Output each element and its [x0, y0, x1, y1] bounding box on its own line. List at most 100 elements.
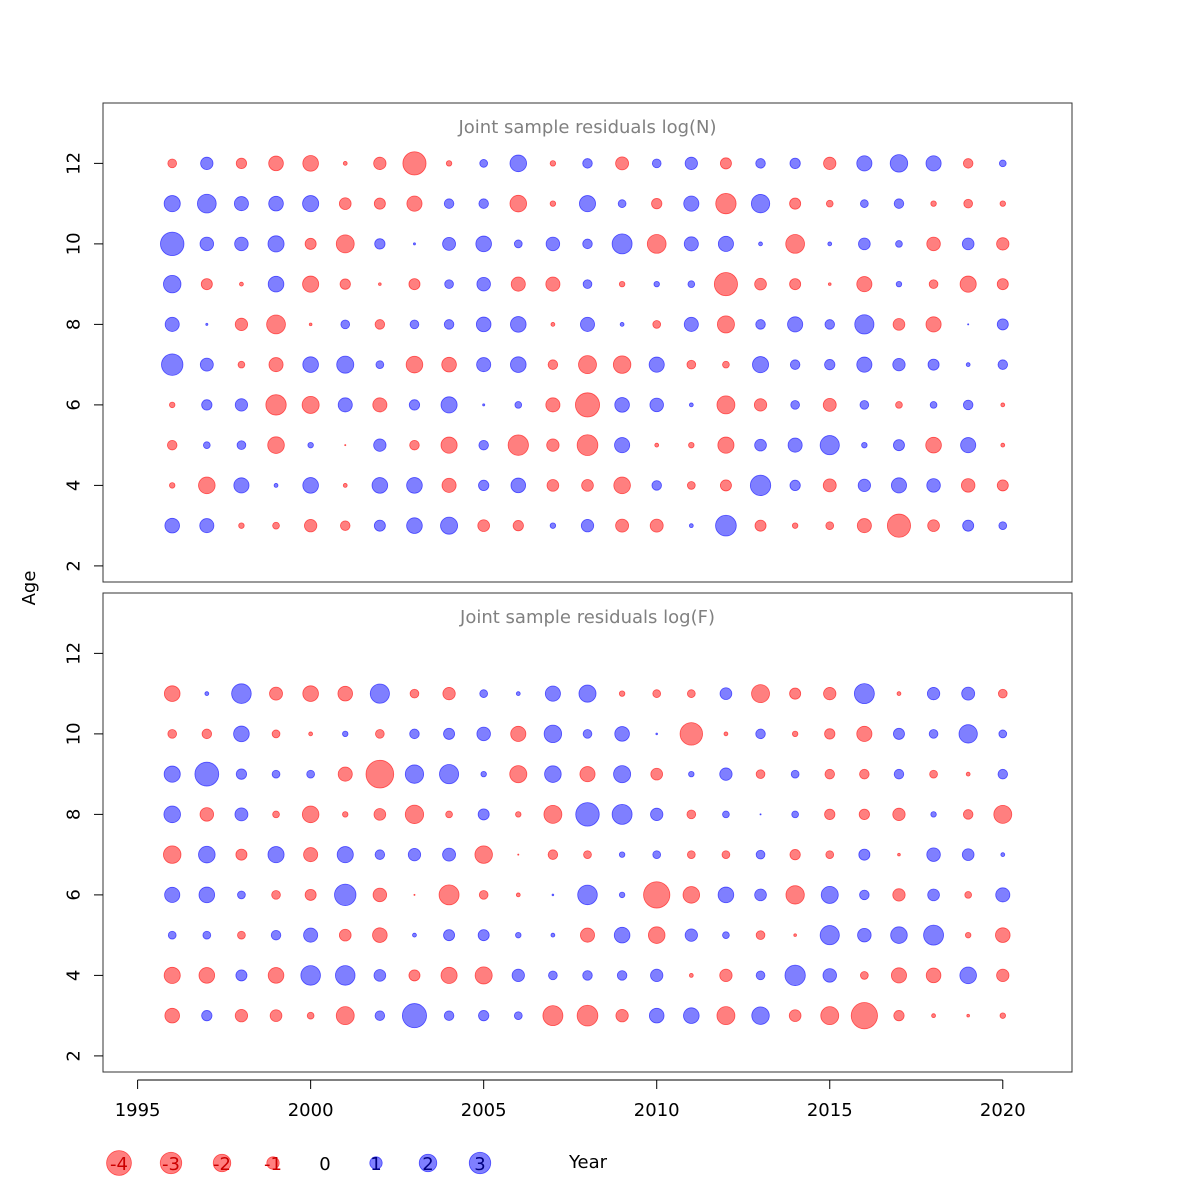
bubble-age5-year2005 — [477, 929, 490, 942]
bubble-age8-year2001 — [342, 811, 349, 818]
bubble-age7-year1998 — [235, 848, 248, 861]
bubble-age8-year2004 — [443, 319, 455, 330]
bubble-age10-year2007 — [545, 236, 561, 252]
bubble-age8-year2000 — [308, 322, 313, 327]
bubble-age5-year2015 — [819, 435, 840, 456]
bubble-age5-year2008 — [580, 927, 595, 943]
bubble-age8-year1999 — [272, 810, 280, 819]
bubble-age8-year2012 — [716, 315, 735, 334]
bubble-age9-year2016 — [856, 276, 873, 293]
bubble-age8-year2002 — [373, 808, 387, 821]
bubble-age5-year2001 — [338, 928, 352, 942]
bubble-age9-year2014 — [789, 278, 802, 291]
bubble-age4-year1996 — [163, 966, 181, 984]
bubble-age4-year2020 — [996, 479, 1009, 492]
bubble-age4-year2002 — [373, 969, 387, 982]
bubble-age9-year1996 — [163, 765, 181, 783]
bubble-age4-year1996 — [169, 482, 176, 489]
bubble-age6-year2007 — [551, 893, 555, 897]
bubble-age11-year2014 — [789, 687, 802, 700]
bubble-age8-year2012 — [722, 810, 730, 819]
bubble-age4-year2014 — [789, 479, 801, 491]
bubble-age6-year2011 — [688, 402, 694, 408]
bubble-age12-year2013 — [755, 158, 766, 169]
bubble-age3-year2008 — [580, 519, 595, 533]
bubble-age7-year2020 — [997, 359, 1008, 370]
bubble-age9-year2013 — [754, 277, 767, 291]
bubble-age7-year2016 — [856, 356, 873, 373]
bubble-age8-year2003 — [409, 319, 420, 330]
legend-label: 0 — [319, 1154, 330, 1175]
bubble-age9-year2001 — [339, 278, 351, 290]
bubble-age9-year1999 — [267, 275, 285, 293]
bubble-age11-year2003 — [406, 195, 423, 212]
bubble-age10-year2010 — [646, 234, 667, 254]
bubble-age6-year2009 — [614, 397, 630, 413]
bubble-age3-year2000 — [304, 519, 318, 533]
bubble-age5-year2009 — [613, 926, 631, 944]
bubble-age6-year1997 — [198, 886, 216, 904]
bubble-age10-year2011 — [683, 236, 699, 252]
bubble-age11-year2003 — [409, 688, 420, 699]
bubble-age10-year1999 — [267, 235, 285, 253]
y-tick-label: 2 — [64, 1050, 85, 1061]
bubble-age7-year1999 — [267, 846, 285, 864]
bubble-age11-year2009 — [617, 199, 627, 208]
bubble-age6-year2013 — [754, 888, 767, 902]
bubble-age6-year2018 — [929, 401, 938, 409]
bubble-age3-year2015 — [820, 1006, 840, 1026]
legend-label: 1 — [370, 1154, 381, 1175]
bubble-age8-year2013 — [755, 319, 766, 330]
bubble-age4-year2018 — [925, 967, 942, 984]
bubble-age8-year2004 — [445, 810, 453, 819]
bubble-age5-year2016 — [861, 441, 868, 449]
bubble-age12-year2018 — [925, 155, 942, 172]
bubble-age11-year2011 — [683, 195, 700, 212]
bubble-age5-year1998 — [237, 930, 246, 940]
x-tick-label: 2010 — [634, 1100, 680, 1121]
bubble-age11-year2017 — [896, 691, 902, 696]
bubble-age9-year2015 — [827, 282, 832, 286]
bubble-age9-year2009 — [613, 765, 632, 784]
bubble-age9-year2017 — [895, 280, 903, 288]
bubble-age12-year2015 — [823, 156, 837, 170]
bubble-age3-year2002 — [373, 519, 386, 532]
bubble-age6-year2020 — [995, 887, 1011, 903]
bubble-age3-year2014 — [788, 1009, 802, 1022]
bubble-age3-year1998 — [238, 522, 245, 529]
bubble-age4-year1997 — [198, 967, 216, 984]
y-axis-panel-1: 2 4 6 8 10 12 — [64, 152, 103, 572]
legend-bubble — [212, 1153, 232, 1173]
bubble-age9-year2016 — [859, 768, 870, 780]
bubble-age11-year2005 — [478, 198, 489, 209]
bubble-age6-year2020 — [1000, 402, 1006, 408]
bubble-age12-year2008 — [582, 158, 593, 169]
bubble-age10-year2013 — [758, 241, 763, 247]
bubble-age8-year2011 — [686, 809, 697, 820]
bubble-age4-year2000 — [302, 477, 319, 494]
bubble-age12-year1998 — [235, 157, 248, 169]
bubble-age8-year1997 — [199, 807, 215, 822]
bubble-age5-year2006 — [515, 931, 522, 939]
bubble-age3-year2010 — [649, 518, 664, 533]
bubble-age7-year1996 — [163, 845, 182, 864]
bubble-age5-year2009 — [614, 437, 631, 454]
x-tick-label: 2020 — [980, 1100, 1026, 1121]
bubble-age8-year2016 — [858, 808, 870, 820]
bubble-age3-year2004 — [443, 1010, 455, 1021]
bubble-age5-year2019 — [960, 437, 977, 454]
bubble-age7-year2019 — [965, 362, 971, 367]
bubble-age9-year2013 — [755, 769, 766, 779]
bubble-age11-year2008 — [578, 684, 597, 703]
bubble-age7-year2018 — [926, 847, 941, 862]
bubble-age10-year2016 — [858, 237, 871, 251]
bubble-age3-year2013 — [754, 519, 767, 532]
bubble-age7-year2012 — [721, 850, 731, 859]
bubble-age9-year2019 — [959, 275, 977, 293]
bubble-age11-year2016 — [860, 199, 869, 208]
y-tick-label: 10 — [64, 232, 85, 255]
bubble-age6-year2003 — [413, 893, 416, 896]
bubble-age3-year2001 — [340, 520, 351, 531]
bubble-age4-year2007 — [546, 479, 560, 492]
legend-item: -3 — [159, 1151, 183, 1175]
